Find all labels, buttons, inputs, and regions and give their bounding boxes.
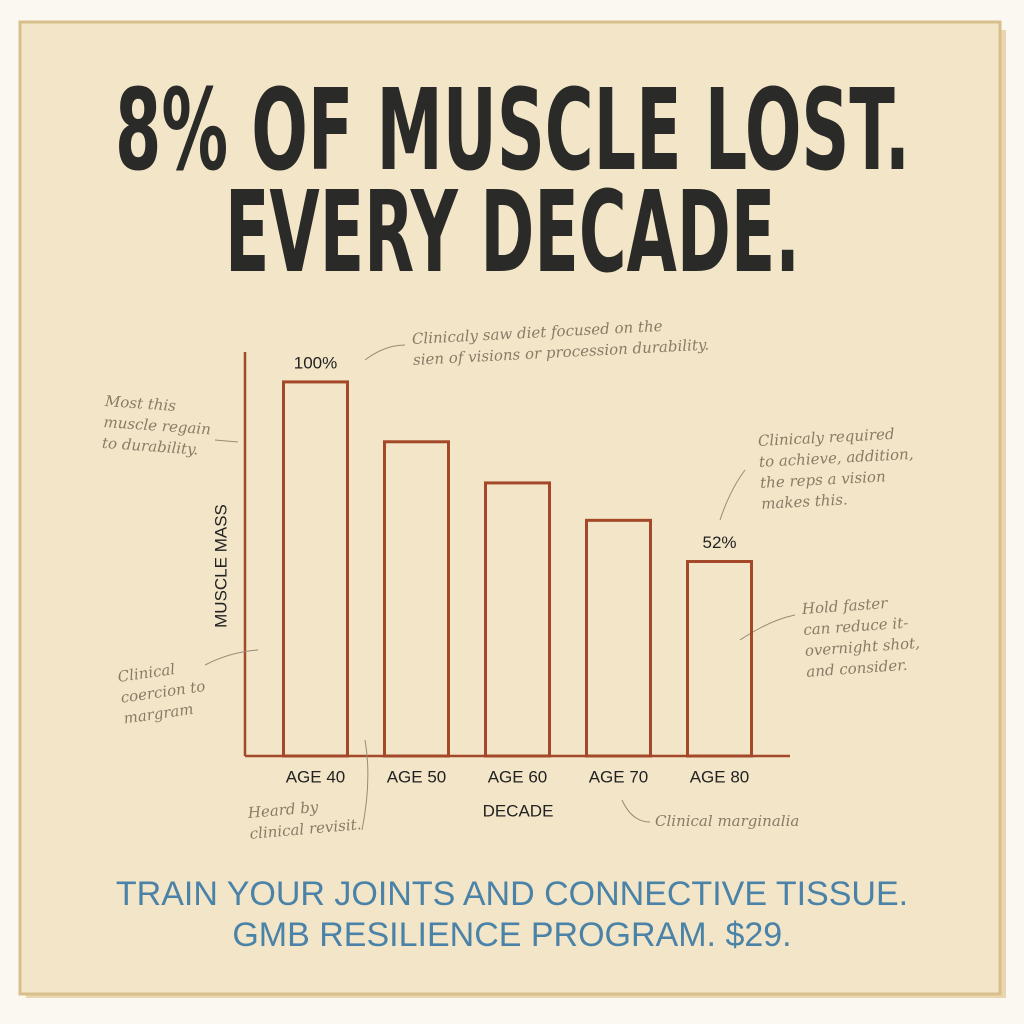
title-line: EVERY DECADE. xyxy=(225,168,800,298)
data-label: 100% xyxy=(294,353,337,372)
bar xyxy=(383,440,450,758)
leader-line xyxy=(204,649,259,666)
leader-line xyxy=(214,439,239,443)
x-tick-label: AGE 40 xyxy=(286,767,346,786)
paper xyxy=(18,20,1002,996)
footer-line: TRAIN YOUR JOINTS AND CONNECTIVE TISSUE. xyxy=(116,875,908,913)
bar xyxy=(484,481,551,758)
x-axis-label: DECADE xyxy=(483,801,554,820)
annotation-line: Most this xyxy=(103,392,176,415)
bar xyxy=(585,518,652,758)
x-tick-label: AGE 60 xyxy=(488,767,548,786)
bar xyxy=(686,559,753,758)
y-axis-label: MUSCLE MASS xyxy=(211,504,230,628)
leader-line xyxy=(719,469,746,521)
annotation-line: makes this. xyxy=(761,490,848,513)
x-tick-label: AGE 50 xyxy=(387,767,447,786)
leader-lines xyxy=(204,344,796,831)
leader-line xyxy=(361,739,369,831)
annotation-line: Clinical marginalia xyxy=(655,812,799,830)
footer-line: GMB RESILIENCE PROGRAM. $29. xyxy=(232,916,791,954)
bar xyxy=(282,380,349,758)
leader-line xyxy=(364,344,406,361)
title-line: 8% OF MUSCLE LOST. xyxy=(115,66,910,196)
data-label: 52% xyxy=(702,533,736,552)
x-tick-label: AGE 70 xyxy=(589,767,649,786)
x-tick-label: AGE 80 xyxy=(690,767,750,786)
leader-line xyxy=(621,799,651,823)
leader-line xyxy=(739,614,796,641)
